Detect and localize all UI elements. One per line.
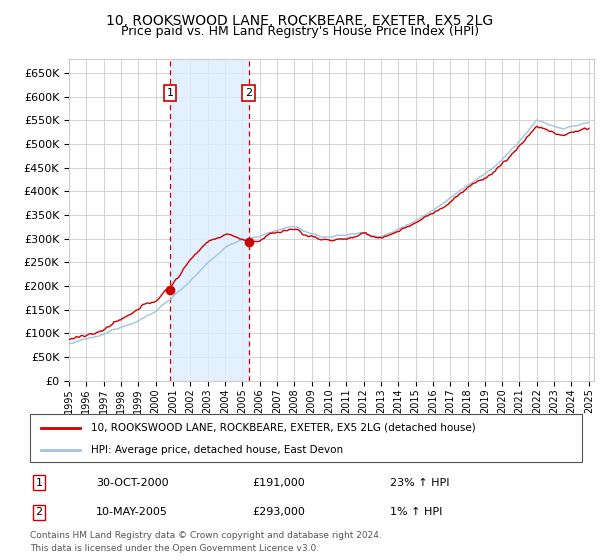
Text: HPI: Average price, detached house, East Devon: HPI: Average price, detached house, East…: [91, 445, 343, 455]
Text: 2: 2: [35, 507, 43, 517]
Text: 1: 1: [35, 478, 43, 488]
Bar: [170, 59, 248, 381]
Text: £191,000: £191,000: [252, 478, 305, 488]
Text: 2: 2: [245, 88, 252, 98]
Text: 10-MAY-2005: 10-MAY-2005: [96, 507, 168, 517]
Text: 10, ROOKSWOOD LANE, ROCKBEARE, EXETER, EX5 2LG (detached house): 10, ROOKSWOOD LANE, ROCKBEARE, EXETER, E…: [91, 423, 475, 433]
Text: 1: 1: [167, 88, 173, 98]
Text: This data is licensed under the Open Government Licence v3.0.: This data is licensed under the Open Gov…: [30, 544, 319, 553]
Text: £293,000: £293,000: [252, 507, 305, 517]
FancyBboxPatch shape: [30, 414, 582, 462]
Text: Price paid vs. HM Land Registry's House Price Index (HPI): Price paid vs. HM Land Registry's House …: [121, 25, 479, 38]
Text: Contains HM Land Registry data © Crown copyright and database right 2024.: Contains HM Land Registry data © Crown c…: [30, 531, 382, 540]
Text: 1% ↑ HPI: 1% ↑ HPI: [390, 507, 442, 517]
Text: 30-OCT-2000: 30-OCT-2000: [96, 478, 169, 488]
Text: 10, ROOKSWOOD LANE, ROCKBEARE, EXETER, EX5 2LG: 10, ROOKSWOOD LANE, ROCKBEARE, EXETER, E…: [106, 14, 494, 28]
Text: 23% ↑ HPI: 23% ↑ HPI: [390, 478, 449, 488]
